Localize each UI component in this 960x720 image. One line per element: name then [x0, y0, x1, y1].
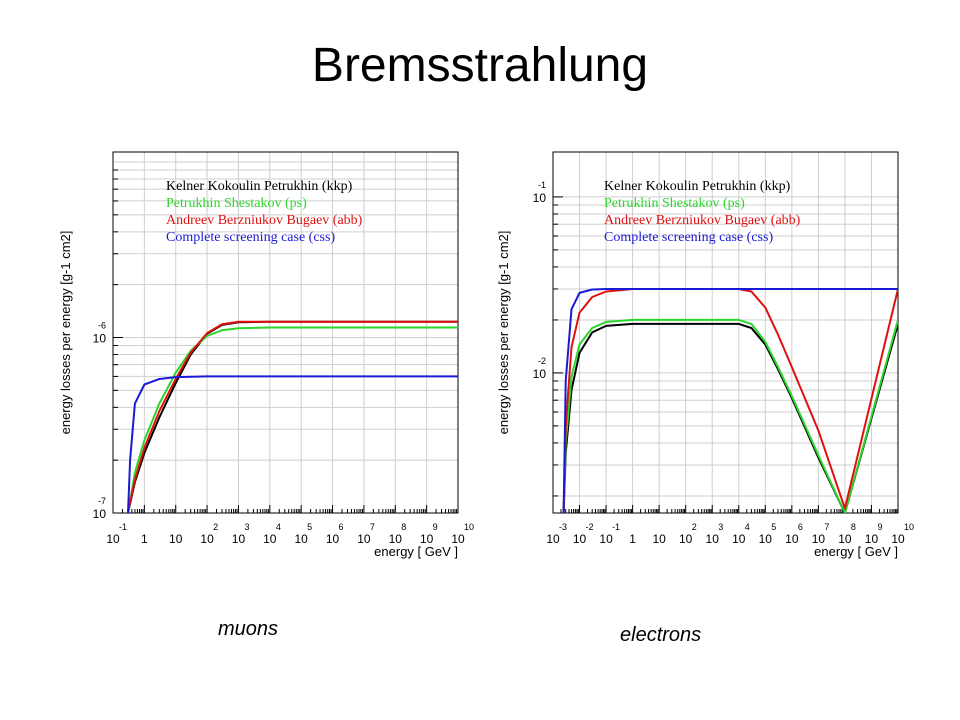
x-tick-label: 10 — [573, 532, 587, 546]
y-tick-exponent: -2 — [538, 356, 546, 366]
axis-frame — [112, 151, 459, 514]
legend-entry-kkp: Kelner Kokoulin Petrukhin (kkp) — [166, 179, 353, 194]
x-tick-exponent: 8 — [401, 522, 406, 532]
x-tick-label: 10 — [326, 532, 340, 546]
y-tick-exponent: -7 — [98, 496, 106, 506]
x-tick-exponent: 3 — [718, 522, 723, 532]
electron-chart: 10-310-210-11 10 1021031041051061071081091… — [496, 151, 914, 559]
x-tick-label: 10 — [389, 532, 403, 546]
x-tick-exponent: -1 — [612, 522, 620, 532]
x-tick-exponent: 2 — [692, 522, 697, 532]
legend-entry-ps: Petrukhin Shestakov (ps) — [166, 196, 307, 211]
x-tick-exponent: 10 — [464, 522, 474, 532]
x-tick-label: 10 — [106, 532, 120, 546]
x-tick-label: 10 — [200, 532, 214, 546]
x-tick-label: 10 — [295, 532, 309, 546]
series-line-css — [127, 375, 458, 513]
series-group — [127, 320, 458, 513]
x-tick-exponent: 4 — [276, 522, 281, 532]
x-tick-exponent: -2 — [586, 522, 594, 532]
x-tick-exponent: 7 — [824, 522, 829, 532]
x-tick-label: 10 — [812, 532, 826, 546]
x-axis-label: energy [ GeV ] — [814, 544, 898, 559]
muon-chart: 10-11 10 102103104105106107108109101010-71… — [58, 151, 474, 559]
x-tick-label: 10 — [785, 532, 799, 546]
x-axis-label: energy [ GeV ] — [374, 544, 458, 559]
x-tick-exponent: 4 — [745, 522, 750, 532]
x-tick-label: 10 — [546, 532, 560, 546]
slide-title: Bremsstrahlung — [311, 39, 649, 92]
x-tick-label: 10 — [759, 532, 773, 546]
y-tick-exponent: -6 — [98, 320, 106, 330]
legend: Kelner Kokoulin Petrukhin (kkp) Petrukhin… — [166, 179, 363, 245]
x-tick-exponent: 9 — [877, 522, 882, 532]
x-ticks: 10-310-210-11 10 1021031041051061071081091… — [546, 505, 914, 546]
x-tick-exponent: 8 — [851, 522, 856, 532]
x-tick-label: 10 — [169, 532, 183, 546]
legend-entry-css: Complete screening case (css) — [604, 230, 773, 245]
legend-entry-ps: Petrukhin Shestakov (ps) — [604, 196, 745, 211]
y-tick-label: 10 — [533, 367, 547, 381]
x-tick-label: 10 — [263, 532, 277, 546]
legend-entry-css: Complete screening case (css) — [166, 230, 335, 245]
y-tick-label: 10 — [93, 331, 107, 345]
y-ticks: 10-210-1 — [533, 180, 563, 497]
x-tick-label: 1 — [629, 532, 636, 546]
x-tick-exponent: 6 — [339, 522, 344, 532]
legend: Kelner Kokoulin Petrukhin (kkp) Petrukhin… — [604, 179, 801, 245]
plot-area — [113, 152, 458, 513]
series-line-ps — [562, 318, 898, 513]
series-line-css — [562, 288, 898, 513]
series-group — [562, 288, 898, 513]
x-tick-label: 10 — [599, 532, 613, 546]
x-tick-label: 10 — [232, 532, 246, 546]
y-axis-label: energy losses per energy [g-1 cm2] — [496, 231, 511, 435]
legend-entry-abb: Andreev Berzniukov Bugaev (abb) — [166, 213, 363, 228]
y-tick-label: 10 — [93, 507, 107, 521]
y-axis-label: energy losses per energy [g-1 cm2] — [58, 231, 73, 435]
x-tick-exponent: 6 — [798, 522, 803, 532]
x-tick-exponent: 10 — [904, 522, 914, 532]
x-tick-label: 10 — [451, 532, 465, 546]
x-tick-label: 10 — [838, 532, 852, 546]
x-tick-exponent: 2 — [213, 522, 218, 532]
x-tick-label: 10 — [706, 532, 720, 546]
x-tick-label: 1 — [141, 532, 148, 546]
x-tick-exponent: 7 — [370, 522, 375, 532]
y-tick-exponent: -1 — [538, 180, 546, 190]
x-tick-exponent: -3 — [559, 522, 567, 532]
x-tick-exponent: 5 — [307, 522, 312, 532]
x-tick-label: 10 — [420, 532, 434, 546]
x-tick-exponent: 3 — [244, 522, 249, 532]
legend-entry-abb: Andreev Berzniukov Bugaev (abb) — [604, 213, 801, 228]
x-tick-label: 10 — [891, 532, 905, 546]
x-tick-label: 10 — [679, 532, 693, 546]
legend-entry-kkp: Kelner Kokoulin Petrukhin (kkp) — [604, 179, 791, 194]
x-tick-label: 10 — [865, 532, 879, 546]
x-tick-exponent: 9 — [433, 522, 438, 532]
caption-electrons: electrons — [620, 624, 702, 646]
y-ticks: 10-710-6 — [93, 169, 123, 521]
series-line-abb — [127, 320, 458, 513]
x-tick-label: 10 — [652, 532, 666, 546]
caption-muons: muons — [218, 618, 279, 640]
x-tick-exponent: 5 — [771, 522, 776, 532]
x-tick-label: 10 — [732, 532, 746, 546]
axis-frame — [552, 151, 899, 514]
plot-area — [553, 152, 898, 513]
x-tick-label: 10 — [357, 532, 371, 546]
y-tick-label: 10 — [533, 191, 547, 205]
x-tick-exponent: -1 — [119, 522, 127, 532]
